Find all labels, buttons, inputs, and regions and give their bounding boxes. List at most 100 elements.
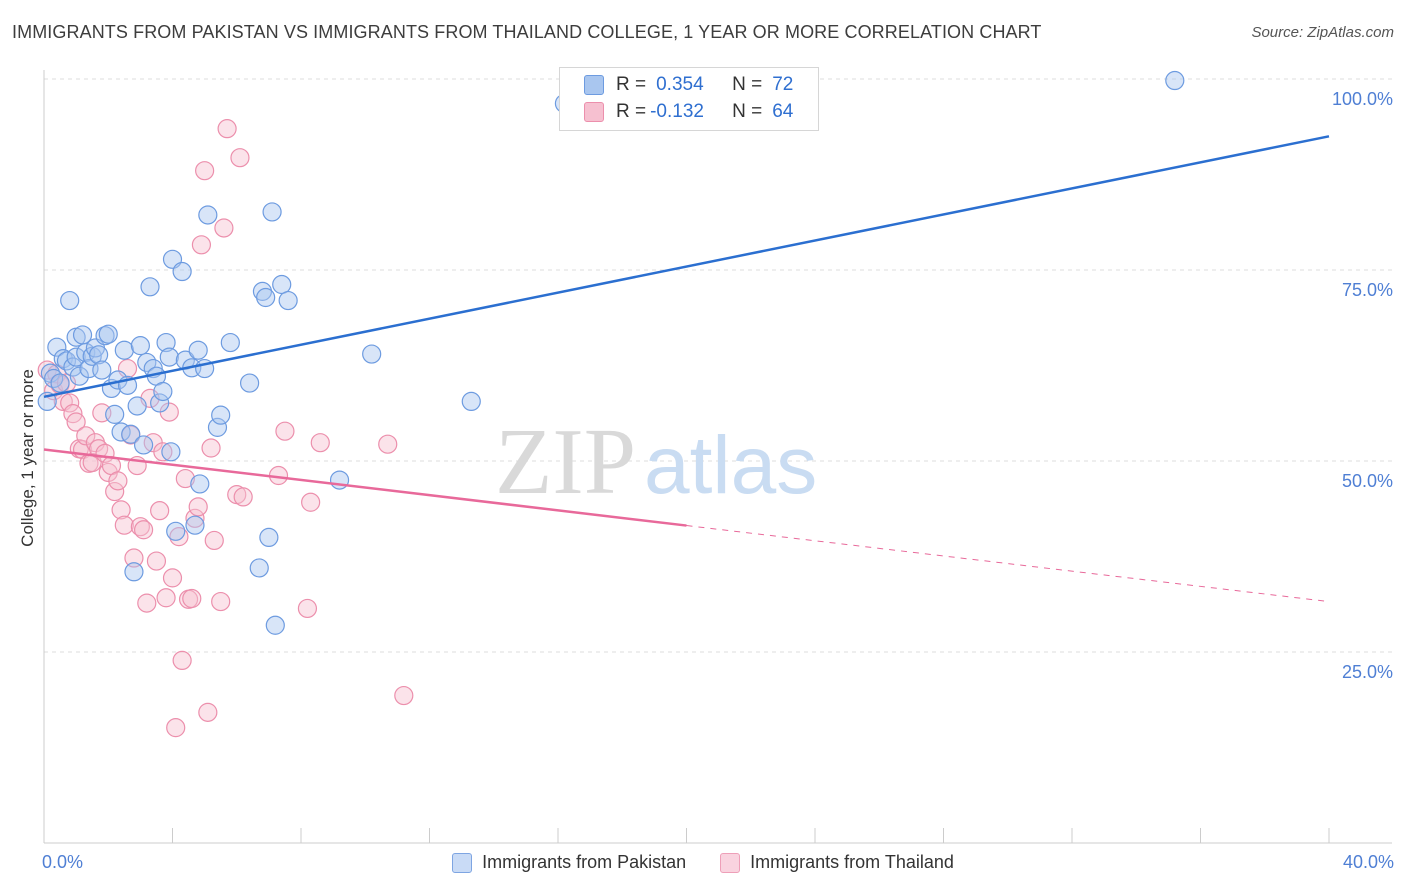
thailand-point: [301, 492, 321, 512]
pakistan-point: [259, 527, 279, 548]
pakistan-point: [190, 474, 210, 494]
stats-row-pakistan: R = 0.354 N = 72: [584, 74, 793, 96]
thailand-point: [195, 161, 215, 181]
pakistan-point: [140, 277, 160, 297]
thailand-point: [66, 412, 86, 432]
n-label: N =: [732, 101, 763, 122]
thailand-point: [130, 517, 150, 537]
pakistan-point: [161, 442, 181, 462]
pakistan-point: [265, 615, 285, 635]
thailand-trend-line: [43, 448, 687, 527]
thailand-point: [111, 500, 131, 520]
pakistan-point: [150, 393, 170, 413]
y-tick-label: 50.0%: [1342, 471, 1393, 491]
watermark: ZIP atlas: [495, 410, 817, 514]
pakistan-point: [69, 366, 89, 386]
thailand-point: [211, 591, 231, 612]
pakistan-point: [95, 326, 115, 346]
legend-thailand-swatch: [720, 852, 741, 873]
thailand-point: [166, 718, 186, 738]
x-tick-min: 0.0%: [42, 852, 84, 872]
pakistan-point: [121, 424, 141, 444]
pakistan-point: [98, 324, 118, 344]
thailand-point: [105, 481, 125, 502]
thailand-point: [185, 508, 205, 528]
thailand-point: [275, 421, 295, 441]
thailand-point: [76, 426, 96, 446]
thailand-point: [198, 702, 218, 722]
thailand-point: [230, 148, 250, 168]
pakistan-point: [207, 417, 228, 437]
thailand-point: [191, 235, 212, 255]
pakistan-point: [105, 404, 125, 424]
x-tick-max: 40.0%: [1342, 852, 1394, 872]
pakistan-point: [156, 332, 176, 353]
stats-legend-box: R = 0.354 N = 72 R = -0.132 N = 64: [559, 67, 819, 131]
watermark-atlas: atlas: [644, 420, 817, 511]
y-tick-label: 25.0%: [1342, 662, 1393, 682]
watermark-zip: ZIP: [495, 410, 636, 514]
pakistan-trend-line: [43, 135, 1330, 399]
thailand-point: [150, 501, 170, 521]
pakistan-r-value: 0.354: [656, 74, 704, 95]
thailand-point: [188, 497, 208, 517]
pakistan-point: [60, 290, 80, 311]
thailand-trend-line-extension: [686, 525, 1330, 603]
chart-title: IMMIGRANTS FROM PAKISTAN VS IMMIGRANTS F…: [12, 22, 1042, 42]
pakistan-point: [211, 405, 231, 425]
pakistan-points: [37, 70, 1185, 635]
r-label: R =: [616, 101, 647, 122]
pakistan-point: [262, 202, 282, 222]
thailand-point: [114, 515, 134, 535]
y-tick-label: 75.0%: [1342, 280, 1393, 300]
pakistan-point: [249, 558, 269, 578]
legend-pakistan-swatch: [452, 852, 473, 873]
pakistan-point: [89, 345, 109, 365]
pakistan-point: [66, 347, 86, 367]
thailand-point: [172, 650, 192, 671]
thailand-r-value: -0.132: [650, 101, 704, 122]
pakistan-point: [166, 521, 186, 541]
pakistan-point: [256, 287, 276, 308]
thailand-point: [124, 548, 144, 568]
axes: [43, 70, 1392, 844]
thailand-point: [169, 527, 189, 547]
y-tick-label: 100.0%: [1332, 89, 1393, 109]
thailand-point: [60, 393, 80, 413]
series-legend: Immigrants from Pakistan Immigrants from…: [0, 852, 1406, 873]
y-tick-labels: 25.0% 50.0% 75.0% 100.0%: [1332, 89, 1393, 682]
trend-lines: [43, 135, 1330, 603]
pakistan-point: [130, 336, 150, 356]
pakistan-point: [133, 435, 154, 455]
thailand-point: [146, 551, 167, 571]
thailand-point: [378, 434, 398, 454]
source-credit: Source: ZipAtlas.com: [1251, 24, 1394, 41]
pakistan-point: [278, 290, 298, 311]
thailand-swatch: [584, 102, 604, 122]
legend-pakistan-label: Immigrants from Pakistan: [482, 852, 687, 872]
pakistan-point: [240, 373, 260, 393]
pakistan-point: [461, 391, 481, 412]
pakistan-point: [198, 205, 218, 225]
pakistan-n-value: 72: [772, 74, 794, 95]
pakistan-point: [37, 391, 57, 412]
thailand-point: [162, 568, 183, 588]
thailand-point: [310, 433, 330, 453]
pakistan-point: [159, 347, 179, 367]
thailand-point: [153, 442, 173, 462]
pakistan-point: [220, 332, 240, 353]
pakistan-point: [185, 515, 205, 535]
thailand-point: [133, 520, 154, 540]
legend-item-thailand[interactable]: Immigrants from Thailand: [720, 852, 954, 873]
pakistan-point: [40, 363, 61, 383]
pakistan-point: [1165, 70, 1185, 91]
pakistan-point: [50, 373, 70, 393]
pakistan-point: [153, 381, 173, 402]
thailand-point: [108, 471, 128, 491]
pakistan-point: [47, 337, 67, 357]
thailand-point: [204, 530, 224, 551]
n-label: N =: [732, 74, 763, 95]
legend-item-pakistan[interactable]: Immigrants from Pakistan: [452, 852, 686, 873]
thailand-point: [394, 685, 414, 706]
